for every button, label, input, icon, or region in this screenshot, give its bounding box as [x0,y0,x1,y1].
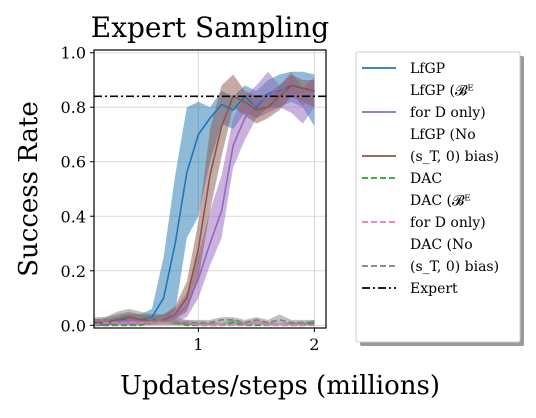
y-tick-label: 0.0 [61,316,86,335]
legend-label-series-1: LfGP (𝓑ᴱ [410,83,474,99]
legend-label-series-1: for D only) [410,105,486,121]
legend-label-series-3: DAC [410,171,442,187]
chart-title: Expert Sampling [91,11,330,44]
y-tick-label: 0.8 [61,98,86,117]
y-tick-label: 0.2 [61,262,86,281]
legend-label-series-4: DAC (𝓑ᴱ [410,193,471,209]
x-tick-label: 2 [309,335,319,354]
legend-label-series-2: (s_T, 0) bias) [410,149,499,165]
legend-label-series-0: LfGP [410,61,445,77]
x-axis-label: Updates/steps (millions) [120,371,440,401]
y-tick-label: 0.4 [61,207,86,226]
x-tick-label: 1 [193,335,203,354]
y-tick-label: 1.0 [61,44,86,63]
legend-label-series-4: for D only) [410,215,486,231]
legend-label-series-2: LfGP (No [410,127,476,143]
y-axis-label: Success Rate [14,101,44,277]
legend-label-series-5: DAC (No [410,237,473,253]
legend-label-series-5: (s_T, 0) bias) [410,259,499,275]
plot-area: 0.0 0.2 0.4 0.6 0.8 1.0 1 2 [61,44,326,354]
y-tick-label: 0.6 [61,153,86,172]
legend-label-ref-0: Expert [410,281,458,297]
legend: LfGP LfGP (𝓑ᴱ for D only) LfGP (No (s_T, 0) … [356,52,524,346]
